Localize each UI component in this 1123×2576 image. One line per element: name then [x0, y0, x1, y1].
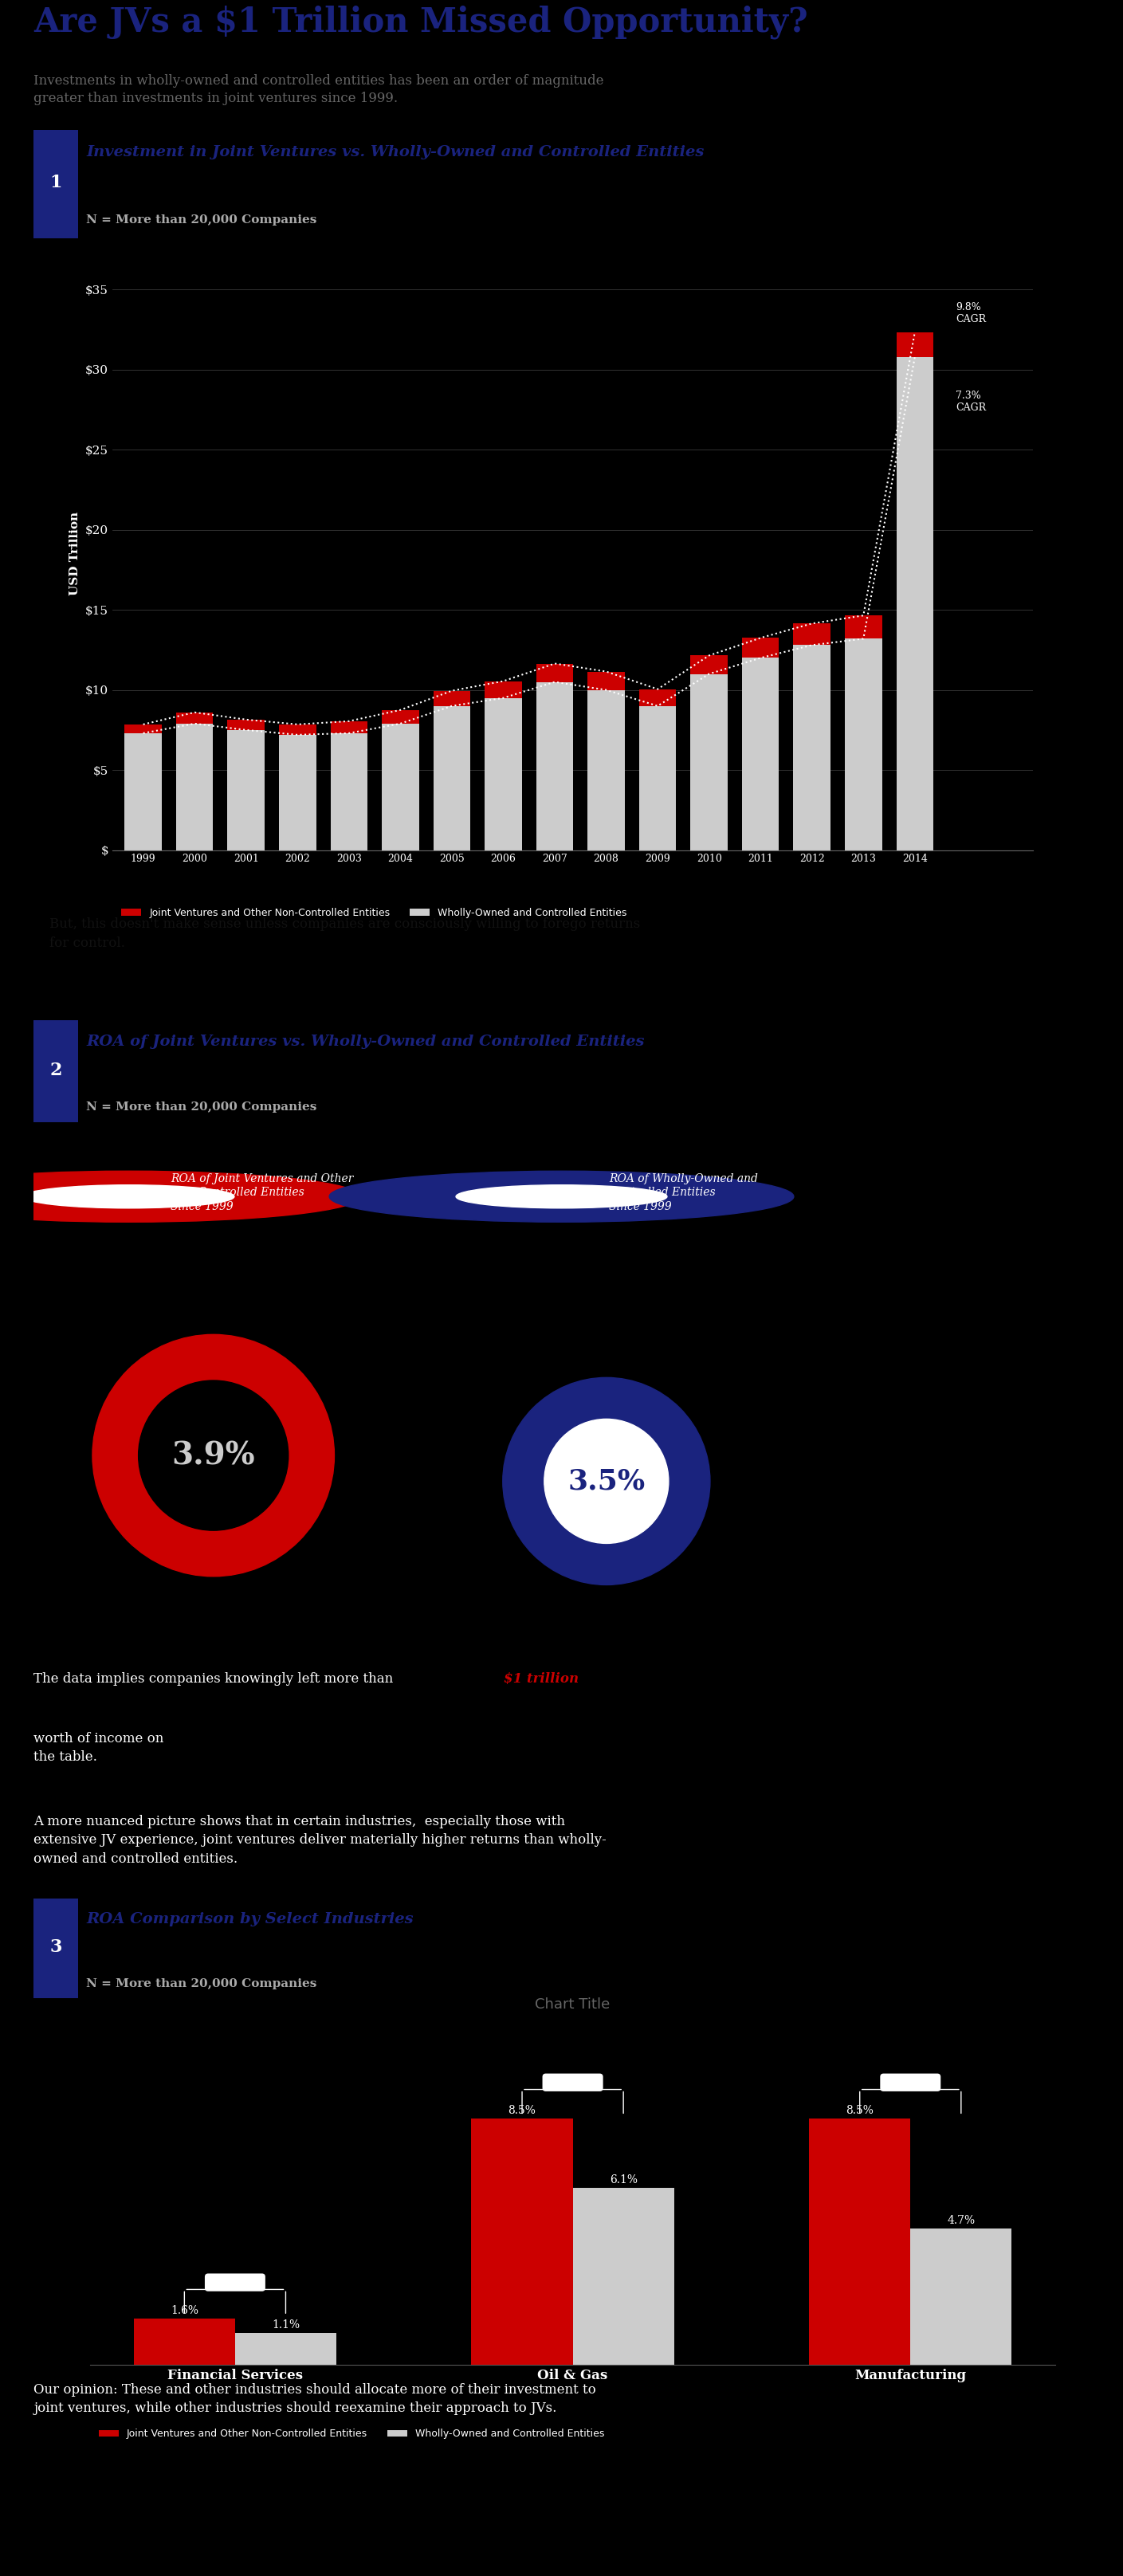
Title: Chart Title: Chart Title	[536, 1996, 610, 2012]
Circle shape	[92, 1334, 335, 1577]
Text: $1 trillion: $1 trillion	[503, 1672, 578, 1687]
Bar	[536, 683, 573, 850]
Bar	[691, 654, 728, 675]
Circle shape	[0, 1172, 360, 1221]
Bar	[691, 675, 728, 850]
Text: worth of income on
the table.: worth of income on the table.	[34, 1731, 164, 1765]
Circle shape	[545, 1419, 668, 1543]
Bar	[896, 358, 933, 850]
Bar	[433, 690, 471, 706]
Text: Gap 0.5%: Gap 0.5%	[208, 2277, 262, 2287]
Bar	[382, 724, 419, 850]
Bar	[844, 616, 882, 639]
Bar	[485, 698, 522, 850]
Circle shape	[24, 1185, 235, 1208]
Bar	[809, 2117, 911, 2365]
Text: Our opinion: These and other industries should allocate more of their investment: Our opinion: These and other industries …	[34, 2383, 596, 2416]
Bar	[587, 690, 624, 850]
Text: 8.5%: 8.5%	[509, 2105, 536, 2115]
Text: ROA Comparison by Select Industries: ROA Comparison by Select Industries	[86, 1911, 413, 1927]
Bar	[587, 672, 624, 690]
Bar	[330, 734, 367, 850]
Text: ROA of Wholly-Owned and
Controlled Entities
Since 1999: ROA of Wholly-Owned and Controlled Entit…	[609, 1175, 758, 1213]
Bar	[472, 2117, 573, 2365]
Bar	[382, 711, 419, 724]
Bar	[794, 644, 831, 850]
Text: 1.6%: 1.6%	[171, 2306, 199, 2316]
Text: Are JVs a $1 Trillion Missed Opportunity?: Are JVs a $1 Trillion Missed Opportunity…	[34, 5, 809, 39]
Text: 2: 2	[49, 1061, 62, 1079]
Bar	[279, 724, 316, 734]
Bar	[485, 680, 522, 698]
Bar	[536, 665, 573, 683]
Text: 3.5%: 3.5%	[568, 1468, 645, 1494]
Bar	[235, 2334, 337, 2365]
Bar	[573, 2187, 674, 2365]
Bar	[911, 2228, 1012, 2365]
Circle shape	[138, 1381, 289, 1530]
Bar	[134, 2318, 235, 2365]
Text: 6.1%: 6.1%	[610, 2174, 638, 2184]
Text: 9.8%
CAGR: 9.8% CAGR	[956, 301, 986, 325]
FancyBboxPatch shape	[34, 1020, 77, 1123]
Text: But, this doesn't make sense unless companies are consciously willing to forego : But, this doesn't make sense unless comp…	[49, 917, 640, 951]
FancyBboxPatch shape	[34, 129, 77, 240]
Bar	[844, 639, 882, 850]
Bar	[794, 623, 831, 644]
Text: 3.9%: 3.9%	[172, 1440, 255, 1471]
Y-axis label: USD Trillion: USD Trillion	[70, 513, 81, 595]
Circle shape	[329, 1172, 794, 1221]
Text: 1: 1	[49, 175, 62, 191]
Text: ROA of Joint Ventures and Other
Non-Controlled Entities
Since 1999: ROA of Joint Ventures and Other Non-Cont…	[171, 1175, 354, 1213]
Text: N = More than 20,000 Companies: N = More than 20,000 Companies	[86, 1978, 317, 1989]
Text: The data implies companies knowingly left more than: The data implies companies knowingly lef…	[34, 1672, 398, 1687]
Text: Gap 2.4%: Gap 2.4%	[546, 2076, 600, 2089]
Bar	[742, 639, 779, 657]
Bar	[176, 724, 213, 850]
Text: Investment in Joint Ventures vs. Wholly-Owned and Controlled Entities: Investment in Joint Ventures vs. Wholly-…	[86, 144, 704, 160]
Text: 1.1%: 1.1%	[272, 2318, 300, 2331]
Bar	[279, 734, 316, 850]
Text: N = More than 20,000 Companies: N = More than 20,000 Companies	[86, 1103, 317, 1113]
Text: ROA of Joint Ventures vs. Wholly-Owned and Controlled Entities: ROA of Joint Ventures vs. Wholly-Owned a…	[86, 1033, 645, 1048]
Text: Gap 3.6%: Gap 3.6%	[884, 2076, 938, 2089]
Circle shape	[456, 1185, 667, 1208]
Text: Investments in wholly-owned and controlled entities has been an order of magnitu: Investments in wholly-owned and controll…	[34, 75, 604, 106]
Bar	[896, 332, 933, 358]
Text: 4.7%: 4.7%	[947, 2215, 975, 2226]
Bar	[742, 657, 779, 850]
FancyBboxPatch shape	[34, 1899, 77, 1999]
Bar	[639, 690, 676, 706]
Bar	[176, 714, 213, 724]
Bar	[228, 729, 265, 850]
Text: 8.5%: 8.5%	[846, 2105, 874, 2115]
Bar	[228, 719, 265, 729]
Legend: Joint Ventures and Other Non-Controlled Entities, Wholly-Owned and Controlled En: Joint Ventures and Other Non-Controlled …	[117, 904, 631, 922]
Bar	[639, 706, 676, 850]
Bar	[125, 734, 162, 850]
Bar	[433, 706, 471, 850]
Text: 7.3%
CAGR: 7.3% CAGR	[956, 392, 986, 412]
Text: 3: 3	[49, 1940, 62, 1955]
Bar	[125, 724, 162, 734]
Bar	[330, 721, 367, 734]
Circle shape	[503, 1378, 710, 1584]
Text: A more nuanced picture shows that in certain industries,  especially those with
: A more nuanced picture shows that in cer…	[34, 1814, 606, 1865]
Text: N = More than 20,000 Companies: N = More than 20,000 Companies	[86, 214, 317, 227]
Legend: Joint Ventures and Other Non-Controlled Entities, Wholly-Owned and Controlled En: Joint Ventures and Other Non-Controlled …	[94, 2424, 609, 2442]
